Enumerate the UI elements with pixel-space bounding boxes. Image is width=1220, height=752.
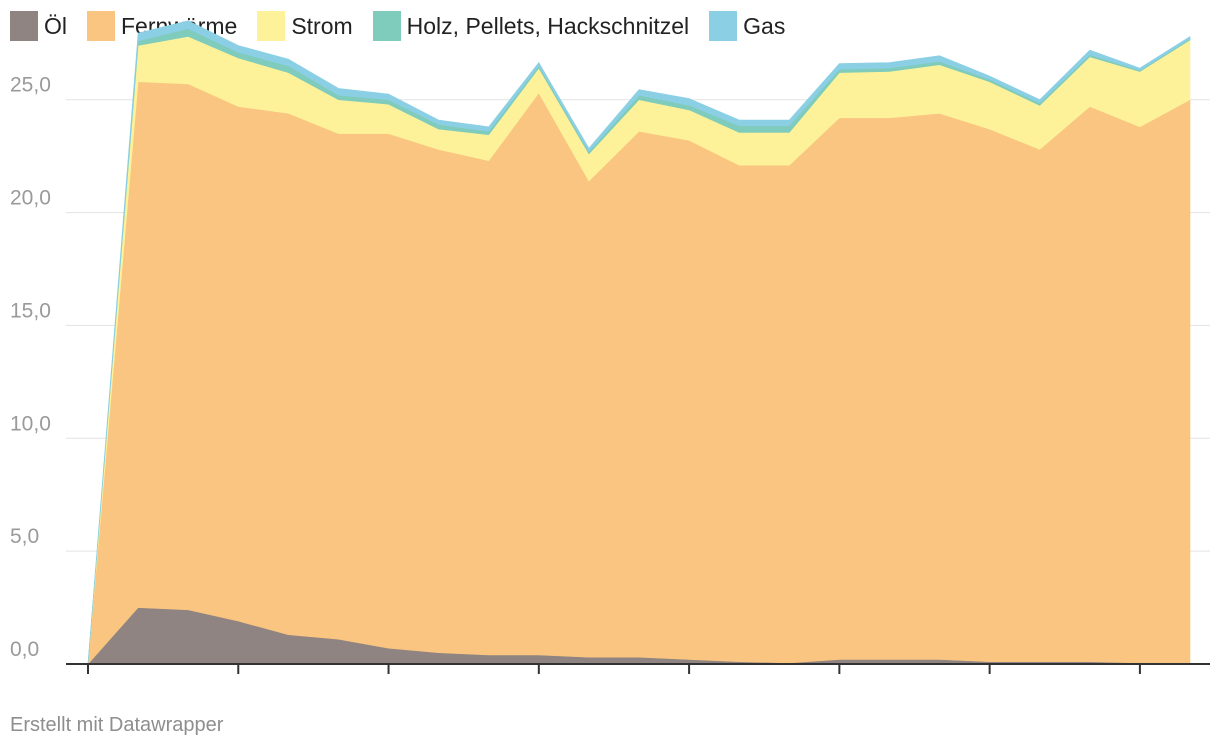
area-gas xyxy=(87,20,1191,665)
y-tick-label: 10,0 xyxy=(10,412,51,435)
y-tick-label: 25,0 xyxy=(10,74,51,97)
legend-label-oel: Öl xyxy=(44,12,67,39)
x-axis xyxy=(66,663,1210,674)
area-fernwärme xyxy=(87,81,1191,665)
legend-item-oel: Öl xyxy=(10,11,67,41)
area-series xyxy=(87,20,1191,665)
y-axis-labels: 0,0 5,0 10,0 15,0 20,0 25,0 xyxy=(10,74,51,661)
chart-legend: Öl Fernwärme Strom Holz, Pellets, Hacksc… xyxy=(10,10,805,42)
y-tick-label: 20,0 xyxy=(10,187,51,210)
legend-swatch-holz xyxy=(372,11,401,41)
legend-swatch-strom xyxy=(257,11,286,41)
legend-item-holz: Holz, Pellets, Hackschnitzel xyxy=(372,11,690,41)
legend-label-strom: Strom xyxy=(291,12,353,39)
legend-swatch-gas xyxy=(709,11,738,41)
footer-credit: Erstellt mit Datawrapper xyxy=(10,714,224,736)
legend-item-strom: Strom xyxy=(257,11,353,41)
y-tick-label: 0,0 xyxy=(10,638,39,661)
y-tick-label: 15,0 xyxy=(10,299,51,322)
legend-swatch-oel xyxy=(10,11,38,41)
legend-item-gas: Gas xyxy=(709,11,785,41)
legend-label-gas: Gas xyxy=(743,12,786,39)
legend-swatch-fernwaerme xyxy=(87,11,115,41)
y-tick-label: 5,0 xyxy=(10,525,39,548)
legend-label-holz: Holz, Pellets, Hackschnitzel xyxy=(406,12,690,39)
